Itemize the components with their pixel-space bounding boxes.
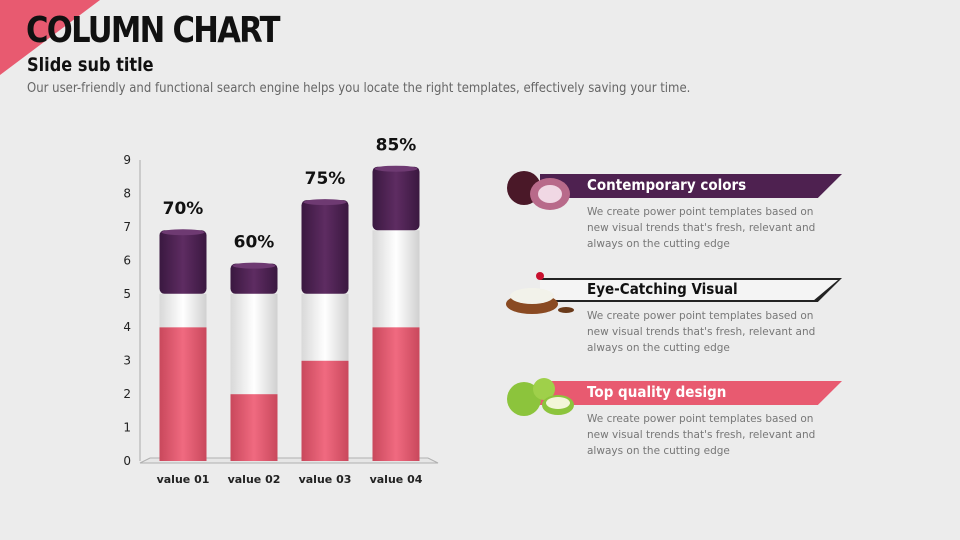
bar-segment: [159, 230, 207, 294]
y-tick-label: 1: [123, 421, 131, 435]
y-tick-label: 3: [123, 354, 131, 368]
y-tick-label: 5: [123, 287, 131, 301]
x-tick-label: value 02: [228, 473, 281, 486]
data-label: 75%: [305, 169, 346, 189]
feature-text: We create power point templates based on…: [587, 310, 816, 354]
x-tick-label: value 01: [157, 473, 210, 486]
onion-icon: [507, 171, 570, 210]
feature-banner: [540, 174, 842, 198]
feature-text: We create power point templates based on…: [587, 206, 816, 250]
bar-segment: [372, 230, 420, 328]
page-title: COLUMN CHART: [26, 10, 281, 51]
y-tick-label: 7: [123, 220, 131, 234]
y-tick-label: 8: [123, 186, 131, 200]
cottage-cheese-icon: [506, 272, 574, 314]
feature-banner: [540, 381, 842, 405]
y-tick-label: 2: [123, 387, 131, 401]
bar-segment: [230, 293, 278, 395]
bar-cap: [232, 262, 276, 269]
feature-title: Eye-Catching Visual: [587, 280, 738, 298]
y-tick-label: 6: [123, 253, 131, 267]
feature-contemporary-colors: Contemporary colors We create power poin…: [500, 160, 850, 260]
feature-eye-catching-visual: Eye-Catching Visual We create power poin…: [500, 264, 850, 364]
y-tick-label: 0: [123, 454, 131, 468]
data-label: 85%: [376, 136, 417, 156]
feature-top-quality-design: Top quality design We create power point…: [500, 367, 850, 467]
bar-segment: [159, 293, 207, 328]
bar-segment: [301, 293, 349, 361]
feature-text: We create power point templates based on…: [587, 413, 816, 457]
bar-segment: [301, 360, 349, 461]
bar-segment: [159, 327, 207, 461]
x-tick-label: value 04: [370, 473, 423, 486]
bar-segment: [372, 327, 420, 461]
data-label: 60%: [234, 233, 275, 253]
bar-cap: [303, 199, 347, 206]
bar-cap: [374, 165, 418, 172]
feature-title: Top quality design: [587, 383, 727, 401]
feature-banner: [540, 278, 842, 302]
feature-title: Contemporary colors: [587, 176, 747, 194]
y-tick-label: 9: [123, 153, 131, 167]
page-subtitle: Slide sub title: [27, 54, 154, 76]
data-label: 70%: [163, 199, 204, 219]
bar-segment: [372, 166, 420, 231]
bar-segment: [230, 394, 278, 461]
y-tick-label: 4: [123, 320, 131, 334]
apple-icon: [507, 378, 574, 416]
page-description: Our user-friendly and functional search …: [27, 81, 691, 96]
bar-cap: [161, 229, 205, 236]
bar-segment: [230, 263, 278, 294]
bar-segment: [301, 200, 349, 294]
x-tick-label: value 03: [299, 473, 352, 486]
